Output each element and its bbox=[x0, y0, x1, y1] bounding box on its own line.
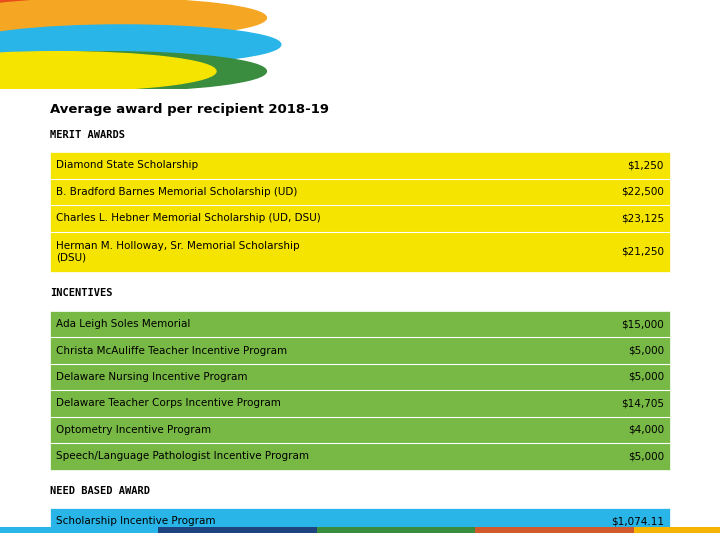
Text: $23,125: $23,125 bbox=[621, 213, 664, 223]
Text: $14,705: $14,705 bbox=[621, 399, 664, 408]
Bar bbox=[50, 508, 670, 535]
Circle shape bbox=[0, 52, 216, 91]
Text: Ada Leigh Soles Memorial: Ada Leigh Soles Memorial bbox=[56, 319, 190, 329]
Text: $5,000: $5,000 bbox=[628, 372, 664, 382]
Text: NEED BASED AWARD: NEED BASED AWARD bbox=[50, 486, 150, 496]
Text: Delaware Teacher Corps Incentive Program: Delaware Teacher Corps Incentive Program bbox=[56, 399, 281, 408]
Text: Speech/Language Pathologist Incentive Program: Speech/Language Pathologist Incentive Pr… bbox=[56, 451, 309, 461]
Bar bbox=[50, 152, 670, 272]
Circle shape bbox=[0, 0, 266, 37]
Text: $15,000: $15,000 bbox=[621, 319, 664, 329]
Text: $1,250: $1,250 bbox=[628, 160, 664, 171]
Text: $5,000: $5,000 bbox=[628, 451, 664, 461]
Circle shape bbox=[0, 52, 266, 91]
Text: Optometry Incentive Program: Optometry Incentive Program bbox=[56, 425, 211, 435]
Text: Diamond State Scholarship: Diamond State Scholarship bbox=[56, 160, 198, 171]
Text: Scholarship Amounts per Student: Scholarship Amounts per Student bbox=[151, 31, 705, 58]
Bar bbox=[158, 526, 317, 534]
Text: Herman M. Holloway, Sr. Memorial Scholarship
(DSU): Herman M. Holloway, Sr. Memorial Scholar… bbox=[56, 241, 300, 262]
Text: $22,500: $22,500 bbox=[621, 187, 664, 197]
Circle shape bbox=[0, 0, 216, 37]
Text: Average award per recipient 2018-19: Average award per recipient 2018-19 bbox=[50, 103, 329, 116]
Bar bbox=[475, 526, 634, 534]
Bar bbox=[0, 526, 158, 534]
Text: $4,000: $4,000 bbox=[628, 425, 664, 435]
Text: Christa McAuliffe Teacher Incentive Program: Christa McAuliffe Teacher Incentive Prog… bbox=[56, 346, 287, 355]
Circle shape bbox=[0, 25, 281, 64]
Bar bbox=[317, 526, 475, 534]
Text: $1,074.11: $1,074.11 bbox=[611, 516, 664, 526]
Text: MERIT AWARDS: MERIT AWARDS bbox=[50, 130, 125, 140]
Text: Charles L. Hebner Memorial Scholarship (UD, DSU): Charles L. Hebner Memorial Scholarship (… bbox=[56, 213, 320, 223]
Text: B. Bradford Barnes Memorial Scholarship (UD): B. Bradford Barnes Memorial Scholarship … bbox=[56, 187, 297, 197]
Bar bbox=[634, 526, 720, 534]
Text: $21,250: $21,250 bbox=[621, 247, 664, 257]
Bar bbox=[50, 311, 670, 470]
Text: $5,000: $5,000 bbox=[628, 346, 664, 355]
Text: Delaware Nursing Incentive Program: Delaware Nursing Incentive Program bbox=[56, 372, 248, 382]
Text: Scholarship Incentive Program: Scholarship Incentive Program bbox=[56, 516, 215, 526]
Text: INCENTIVES: INCENTIVES bbox=[50, 288, 112, 299]
